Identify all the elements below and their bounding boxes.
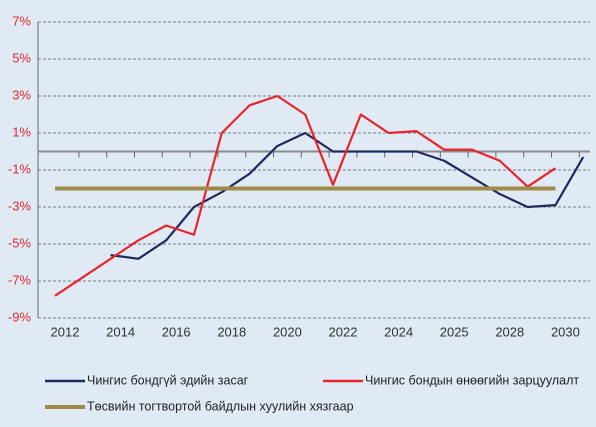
x-tick-label: 2014 xyxy=(106,324,135,339)
y-tick-label: 7% xyxy=(12,13,31,28)
x-tick-label: 2024 xyxy=(384,324,413,339)
x-tick-label: 2028 xyxy=(495,324,524,339)
x-tick-label: 2022 xyxy=(329,324,358,339)
y-tick-label: 3% xyxy=(12,87,31,102)
y-tick-label: -5% xyxy=(8,235,32,250)
legend-label: Чингис бондын өнөөгийн зарцуулалт xyxy=(365,373,579,387)
y-tick-label: -1% xyxy=(8,161,32,176)
x-tick-label: 2018 xyxy=(217,324,246,339)
y-tick-label: 1% xyxy=(12,124,31,139)
x-tick-label: 2030 xyxy=(551,324,580,339)
legend-label: Чингис бондгүй эдийн засаг xyxy=(87,373,249,387)
y-tick-label: 5% xyxy=(12,50,31,65)
legend-label: Төсвийн тогтвортой байдлын хуулийн хязга… xyxy=(87,399,354,413)
series-line xyxy=(54,94,557,297)
x-tick-label: 2025 xyxy=(440,324,469,339)
x-tick-label: 2016 xyxy=(162,324,191,339)
y-tick-label: -9% xyxy=(8,309,32,324)
y-tick-label: -7% xyxy=(8,272,32,287)
x-tick-label: 2012 xyxy=(51,324,80,339)
x-tick-label: 2020 xyxy=(273,324,302,339)
y-tick-label: -3% xyxy=(8,198,32,213)
